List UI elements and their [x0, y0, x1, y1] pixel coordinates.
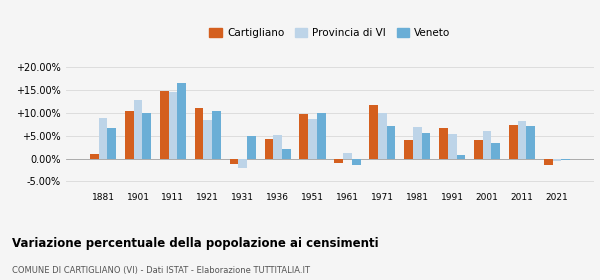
- Text: Variazione percentuale della popolazione ai censimenti: Variazione percentuale della popolazione…: [12, 237, 379, 249]
- Bar: [308, 119, 317, 158]
- Bar: [282, 149, 291, 158]
- Bar: [125, 111, 134, 158]
- Bar: [343, 153, 352, 158]
- Bar: [265, 139, 273, 158]
- Bar: [238, 158, 247, 168]
- Bar: [317, 113, 326, 158]
- Bar: [99, 118, 107, 158]
- Bar: [474, 140, 483, 158]
- Bar: [448, 134, 457, 158]
- Bar: [247, 136, 256, 158]
- Bar: [169, 92, 177, 158]
- Bar: [553, 158, 561, 161]
- Bar: [439, 128, 448, 158]
- Bar: [203, 120, 212, 158]
- Bar: [544, 158, 553, 165]
- Bar: [369, 105, 378, 158]
- Bar: [483, 131, 491, 158]
- Bar: [352, 158, 361, 165]
- Bar: [491, 143, 500, 158]
- Bar: [518, 121, 526, 158]
- Bar: [457, 155, 465, 158]
- Bar: [212, 111, 221, 158]
- Bar: [273, 135, 282, 158]
- Bar: [142, 113, 151, 158]
- Bar: [422, 134, 430, 158]
- Bar: [160, 91, 169, 158]
- Bar: [387, 126, 395, 158]
- Bar: [90, 154, 99, 158]
- Bar: [561, 158, 570, 160]
- Text: COMUNE DI CARTIGLIANO (VI) - Dati ISTAT - Elaborazione TUTTITALIA.IT: COMUNE DI CARTIGLIANO (VI) - Dati ISTAT …: [12, 266, 310, 275]
- Bar: [404, 140, 413, 158]
- Bar: [334, 158, 343, 163]
- Bar: [230, 158, 238, 164]
- Bar: [509, 125, 518, 158]
- Bar: [134, 100, 142, 158]
- Bar: [413, 127, 422, 158]
- Bar: [378, 113, 387, 158]
- Bar: [177, 83, 186, 158]
- Bar: [195, 108, 203, 158]
- Bar: [526, 126, 535, 158]
- Legend: Cartigliano, Provincia di VI, Veneto: Cartigliano, Provincia di VI, Veneto: [205, 24, 455, 42]
- Bar: [299, 114, 308, 158]
- Bar: [107, 128, 116, 158]
